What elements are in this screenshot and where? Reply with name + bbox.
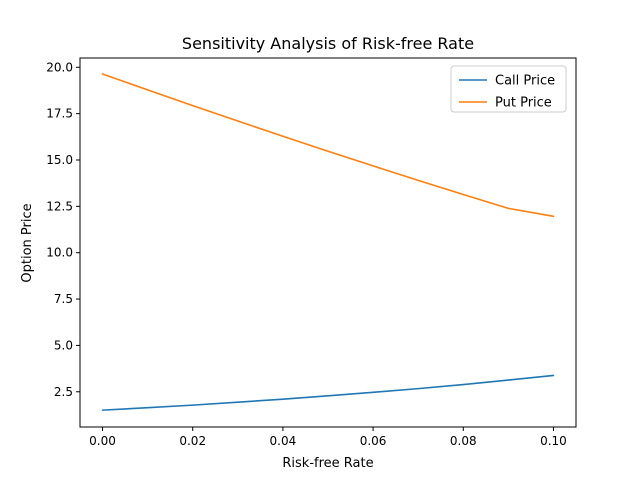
y-tick-label: 12.5 [46,199,73,213]
y-tick-label: 20.0 [46,60,73,74]
legend-label: Call Price [495,74,555,89]
plot-frame [79,57,577,428]
legend-label: Put Price [495,96,552,111]
x-axis-label: Risk-free Rate [282,456,373,471]
plot-area [80,58,576,427]
y-tick-label: 2.5 [54,385,73,399]
y-axis: 2.5 5.0 7.5 10.0 12.5 15.0 17.5 20.0 [46,60,80,399]
y-axis-label: Option Price [20,203,35,282]
chart-title: Sensitivity Analysis of Risk-free Rate [182,34,474,53]
y-tick-label: 10.0 [46,246,73,260]
x-tick-label: 0.00 [89,434,116,448]
x-tick-label: 0.02 [179,434,206,448]
series-line-call-price [101,374,555,411]
x-tick-label: 0.04 [270,434,297,448]
y-tick-label: 17.5 [46,107,73,121]
legend: Call Price Put Price [450,65,567,113]
x-tick-label: 0.08 [450,434,477,448]
y-tick-label: 7.5 [54,292,73,306]
series-layer [101,73,555,411]
legend-box [450,65,567,113]
x-axis: 0.00 0.02 0.04 0.06 0.08 0.10 [89,427,567,448]
y-tick-label: 5.0 [54,338,73,352]
series-line-put-price [101,73,555,218]
x-tick-label: 0.10 [540,434,567,448]
x-tick-label: 0.06 [360,434,387,448]
y-tick-label: 15.0 [46,153,73,167]
